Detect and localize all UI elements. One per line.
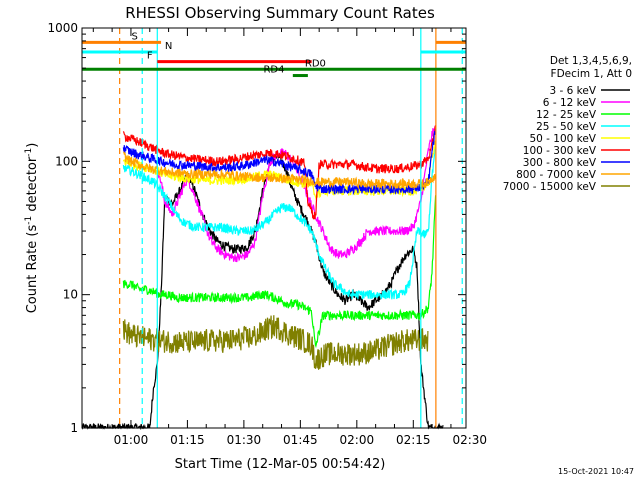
legend-label-2: 12 - 25 keV [536, 109, 597, 121]
x-tick-label-0: 01:00 [114, 433, 149, 447]
legend-label-1: 6 - 12 keV [543, 97, 597, 109]
y-label-sup2: -1 [24, 148, 34, 157]
series-line-7 [122, 151, 437, 190]
x-axis-label: Start Time (12-Mar-05 00:54:42) [175, 457, 386, 472]
legend-label-7: 800 - 7000 keV [516, 169, 597, 181]
legend-header-1: FDecim 1, Att 0 [551, 68, 632, 80]
x-tick-label-4: 02:00 [340, 433, 375, 447]
plot-frame [81, 27, 467, 429]
legend-header-0: Det 1,3,4,5,6,9, [550, 55, 632, 67]
y-label-end: ) [25, 143, 40, 148]
y-tick-label-2: 100 [55, 154, 78, 168]
y-axis-label: Count Rate (s-1 detector-1) [24, 143, 40, 314]
y-tick-label-1: 10 [63, 288, 78, 302]
series-line-6 [122, 128, 437, 196]
legend-label-3: 25 - 50 keV [536, 121, 597, 133]
series-line-3 [122, 146, 436, 300]
y-label-mid: detector [25, 156, 40, 216]
flag-label-5: RD0 [305, 58, 326, 69]
plot-area: S N F RD0 RD4 1 10 100 1000 01:00 01:15 01:30 01:45 0… [47, 21, 487, 447]
x-tick-label-3: 01:45 [283, 433, 318, 447]
y-label-sup1: -1 [24, 216, 34, 225]
x-tick-label-6: 02:30 [452, 433, 487, 447]
flag-label-0: S [132, 31, 138, 42]
y-label-main: Count Rate (s [25, 225, 40, 314]
x-tick-label-2: 01:30 [227, 433, 262, 447]
legend-label-0: 3 - 6 keV [549, 85, 596, 97]
legend-label-6: 300 - 800 keV [523, 157, 597, 169]
series-line-1 [156, 125, 437, 263]
series-line-5 [122, 125, 437, 220]
chart-title: RHESSI Observing Summary Count Rates [125, 4, 435, 22]
legend-label-8: 7000 - 15000 keV [503, 181, 597, 193]
legend-label-5: 100 - 300 keV [523, 145, 597, 157]
footer-date: 15-Oct-2021 10:47 [558, 467, 634, 476]
series-line-8 [122, 315, 429, 370]
series-line-2 [122, 195, 437, 349]
x-tick-label-1: 01:15 [170, 433, 205, 447]
y-tick-label-3: 1000 [47, 21, 78, 35]
y-tick-label-0: 1 [70, 421, 78, 435]
legend: Det 1,3,4,5,6,9,FDecim 1, Att 0 3 - 6 keV… [503, 55, 632, 193]
flag-label-2: N [165, 41, 172, 52]
legend-label-4: 50 - 100 keV [529, 133, 596, 145]
flag-label-6: RD4 [263, 65, 284, 76]
flag-label-4: F [147, 51, 153, 62]
x-tick-label-5: 02:15 [396, 433, 431, 447]
